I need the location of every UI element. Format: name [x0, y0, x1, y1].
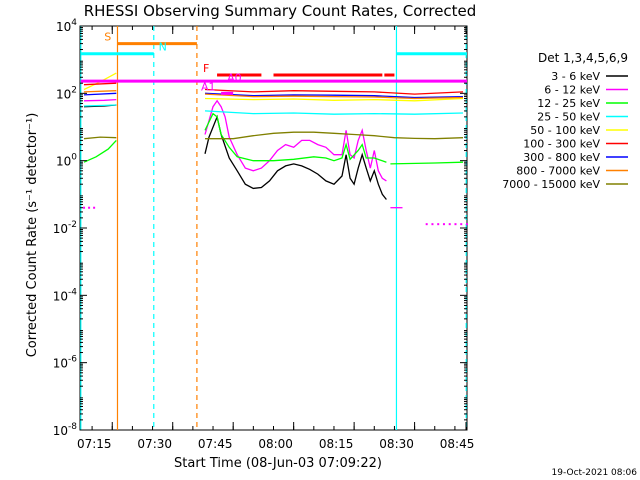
series-line-3-0: [83, 104, 117, 107]
y-tick-label-3: 10-2: [53, 220, 77, 236]
x-tick-label-4: 08:15: [319, 437, 354, 451]
series-line-2-1: [204, 112, 387, 163]
series-line-0-1: [204, 114, 387, 200]
legend-label-7: 800 - 7000 keV: [516, 165, 600, 178]
series-line-4-1: [204, 97, 464, 102]
series-line-8-0: [83, 136, 117, 140]
chart-title: RHESSI Observing Summary Count Rates, Co…: [84, 2, 477, 20]
dot-1-0: [425, 223, 428, 226]
series-line-7-0: [83, 90, 117, 93]
series-line-8-1: [205, 131, 464, 140]
flag-label-5: A1: [201, 80, 216, 93]
series-line-1-1: [204, 99, 387, 182]
dot-1-3: [442, 223, 445, 226]
x-tick-label-3: 08:00: [258, 437, 293, 451]
dot-1-6: [460, 223, 463, 226]
series-line-6-1: [204, 92, 464, 99]
legend-label-3: 25 - 50 keV: [537, 111, 600, 124]
y-tick-label-5: 102: [56, 85, 77, 101]
legend-title: Det 1,3,4,5,6,9: [538, 51, 628, 65]
vertical-marker-lines: [80, 26, 467, 430]
flag-label-1: N: [159, 41, 167, 54]
dot-1-7: [466, 223, 468, 226]
series-line-1-0: [83, 98, 117, 102]
timestamp: 19-Oct-2021 08:06: [552, 468, 638, 478]
legend-label-5: 100 - 300 keV: [523, 138, 600, 151]
flag-label-2: F: [203, 62, 209, 75]
dot-0-2: [93, 206, 96, 209]
x-axis-label: Start Time (08-Jun-03 07:09:22): [174, 456, 382, 471]
series-line-2-2: [390, 161, 464, 165]
flag-label-4: A0: [227, 72, 242, 85]
y-tick-label-2: 10-4: [53, 287, 78, 303]
y-axis-label: Corrected Count Rate (s⁻¹ detector⁻¹): [25, 113, 40, 358]
y-tick-label-1: 10-6: [53, 355, 78, 371]
legend-label-8: 7000 - 15000 keV: [502, 178, 600, 191]
x-tick-label-2: 07:45: [198, 437, 233, 451]
series-lines: [83, 72, 464, 209]
legend-label-4: 50 - 100 keV: [530, 124, 600, 137]
dot-0-0: [83, 206, 86, 209]
y-tick-label-4: 100: [56, 153, 77, 169]
dot-1-5: [454, 223, 457, 226]
flag-label-0: S: [104, 31, 111, 44]
flag-bars: S N F A0 A1: [80, 31, 467, 95]
dot-1-4: [448, 223, 451, 226]
y-tick-label-6: 104: [56, 18, 77, 34]
dot-0-1: [88, 206, 91, 209]
x-tick-label-5: 08:30: [379, 437, 414, 451]
series-line-5-1: [204, 88, 464, 95]
legend-label-2: 12 - 25 keV: [537, 97, 600, 110]
x-tick-label-1: 07:30: [137, 437, 172, 451]
series-line-6-0: [83, 92, 117, 96]
y-tick-label-0: 10-8: [53, 422, 78, 438]
legend-label-0: 3 - 6 keV: [551, 70, 600, 83]
series-line-5-0: [83, 82, 117, 86]
plot-frame: [79, 25, 468, 431]
legend-label-6: 300 - 800 keV: [523, 151, 600, 164]
y-axis-ticks: 10-8 10-6 10-4 10-2 100 102 104: [53, 18, 467, 438]
dotted-markers: [83, 206, 468, 226]
series-line-2-0: [83, 139, 117, 163]
x-tick-label-0: 07:15: [77, 437, 112, 451]
x-axis-ticks: 07:15 07:30 07:45 08:00 08:15 08:30 08:45: [77, 26, 474, 451]
dot-1-1: [431, 223, 434, 226]
x-tick-label-6: 08:45: [440, 437, 475, 451]
series-line-3-1: [204, 110, 464, 115]
legend-label-1: 6 - 12 keV: [544, 84, 600, 97]
dot-1-2: [437, 223, 440, 226]
series-line-7-1: [204, 93, 464, 100]
